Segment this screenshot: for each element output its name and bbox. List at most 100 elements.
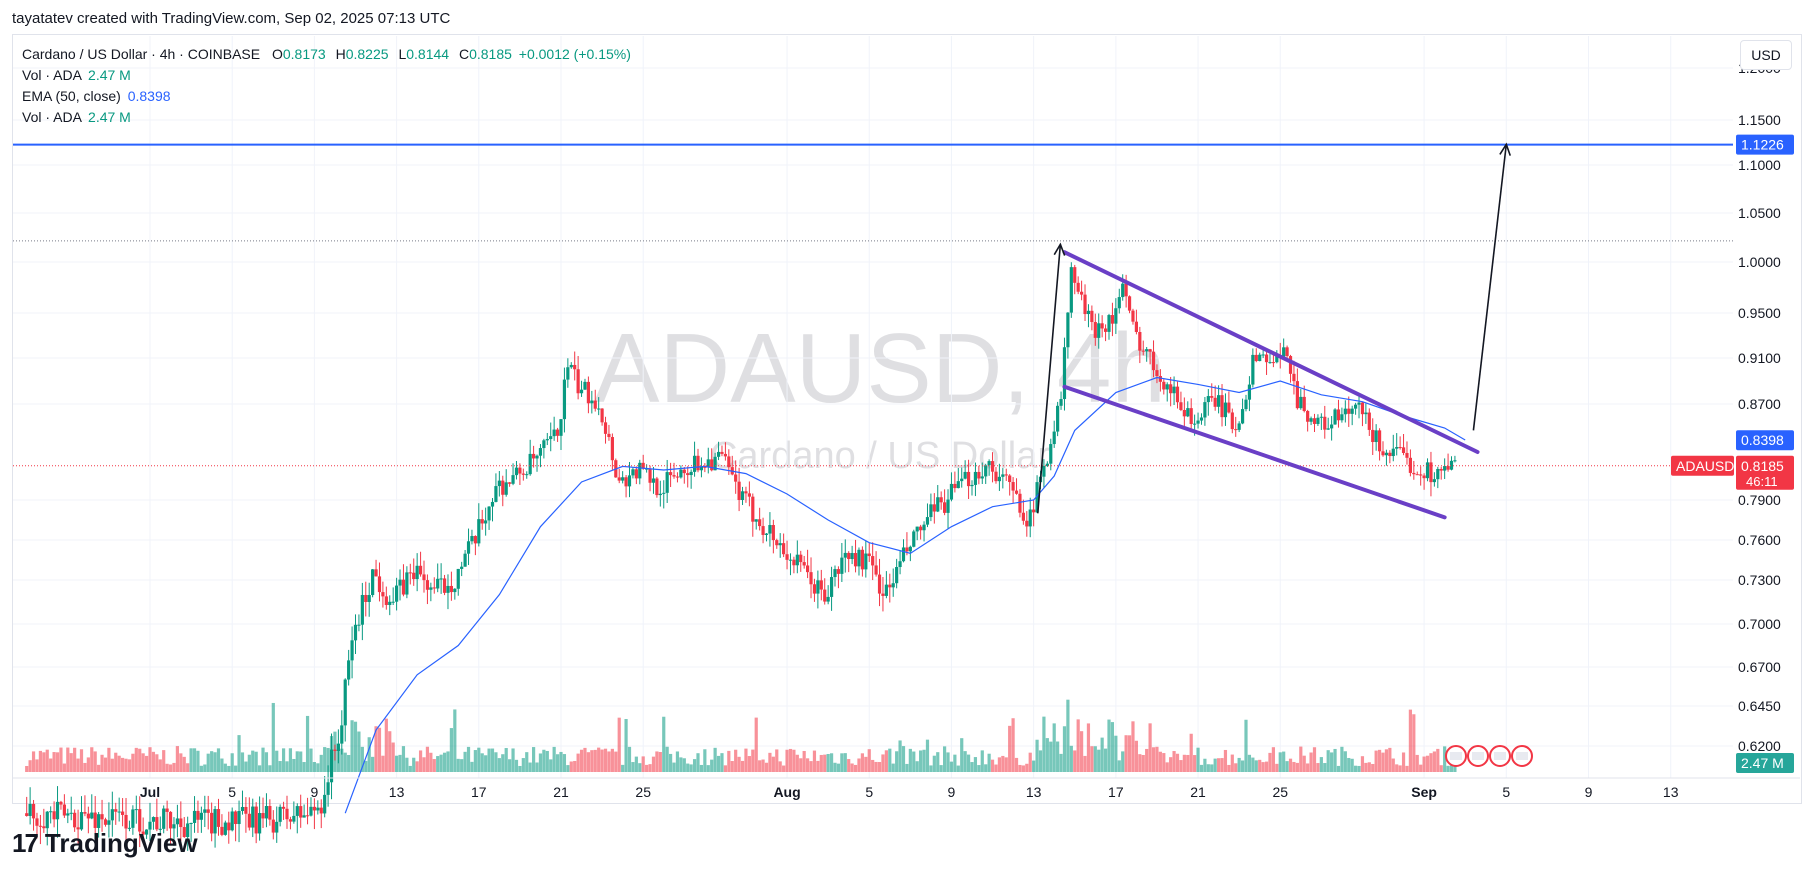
candle-body [1127,296,1132,311]
time-axis-tick: 17 [1108,784,1124,800]
volume-bar [189,748,193,772]
candle-body [1014,490,1019,494]
candle-body [1302,396,1306,412]
candle-body [1138,332,1142,351]
candle-body [1103,328,1108,332]
volume-bar [408,765,412,772]
volume-bar [1001,755,1005,772]
candle-body [271,819,275,833]
volume-bar [292,758,296,772]
candle-body [1340,414,1344,421]
volume-bar [1090,746,1094,772]
volume-bar [1127,735,1132,772]
volume-bar [634,756,638,772]
candle-body [463,553,467,567]
volume-bar [929,765,933,772]
candle-body [1035,482,1039,513]
candle-body [535,455,539,459]
candle-body [425,580,430,590]
candle-body [806,565,810,573]
volume-bar [439,754,443,772]
volume-bar [573,760,577,772]
candle-body [775,540,779,546]
candle-body [103,819,108,825]
candle-body [292,815,296,822]
candle-body [645,468,649,470]
legend-volume-row-2[interactable]: Vol · ADA 2.47 M [22,107,631,128]
volume-bar [275,750,279,772]
candle-body [501,480,505,495]
currency-button[interactable]: USD [1740,40,1792,70]
volume-bar [1189,733,1193,772]
volume-bar [285,761,289,772]
time-axis-tick: 9 [311,784,319,800]
channel-lower-line [1062,384,1447,520]
volume-bar [42,752,46,772]
candle-body [449,585,453,593]
legend-ema-row[interactable]: EMA (50, close) 0.8398 [22,86,631,107]
volume-bar [86,757,90,772]
volume-bar [593,749,597,772]
volume-bar [144,755,149,772]
legend-symbol[interactable]: Cardano / US Dollar · 4h · COINBASE [22,46,261,62]
volume-bar [891,763,895,772]
volume-bar [514,759,519,772]
candle-body [1220,395,1224,418]
tradingview-logo[interactable]: 17 TradingView [12,828,198,859]
volume-bar [901,746,906,772]
candle-body [1384,452,1389,456]
candle-body [1227,402,1231,413]
candle-body [240,806,245,812]
candle-body [254,806,258,834]
candle-body [326,782,330,795]
time-axis-tick: 5 [865,784,873,800]
volume-bar [312,762,316,772]
candle-body [953,483,957,489]
volume-bar [775,749,779,772]
candle-body [213,809,217,834]
volume-bar [1151,747,1156,772]
symbol-tag-bg [1671,455,1734,476]
candle-body [401,579,406,595]
candle-body [895,567,899,584]
candle-body [203,809,207,813]
legend-low-value: 0.8144 [406,46,450,62]
volume-bar [1131,721,1135,772]
channel-upper-line [1062,250,1480,454]
volume-bar [1323,763,1327,772]
legend-volume-row[interactable]: Vol · ADA 2.47 M [22,65,631,86]
volume-bar [1425,755,1430,772]
projection-arrow-2 [1472,144,1508,431]
candle-body [1371,429,1375,443]
legend-change: +0.0012 (+0.15%) [518,46,631,62]
volume-bar [1367,762,1371,772]
candle-body [1028,509,1032,527]
candle-body [525,474,529,476]
candle-body [583,381,587,390]
candle-body [1398,447,1402,449]
candle-body [1247,384,1252,400]
candle-body [69,812,73,814]
candle-body [1323,416,1327,430]
volume-bar [141,753,145,772]
volume-bar [898,740,902,772]
volume-bar [994,764,998,772]
volume-bar [737,756,741,772]
candle-body [576,369,580,394]
volume-bar [1268,752,1272,772]
candle-body [1117,297,1121,309]
volume-bar [1251,757,1255,772]
volume-bar [268,765,272,772]
candle-body [706,459,710,468]
candle-body [696,455,700,471]
volume-bar [771,756,775,772]
volume-bar [1278,752,1282,772]
candle-body [1443,466,1447,471]
volume-bar [295,751,299,772]
candle-body [966,471,971,487]
candle-body [1210,396,1214,398]
candle-body [799,554,803,563]
volume-bar [949,761,954,772]
volume-bar [867,749,871,772]
